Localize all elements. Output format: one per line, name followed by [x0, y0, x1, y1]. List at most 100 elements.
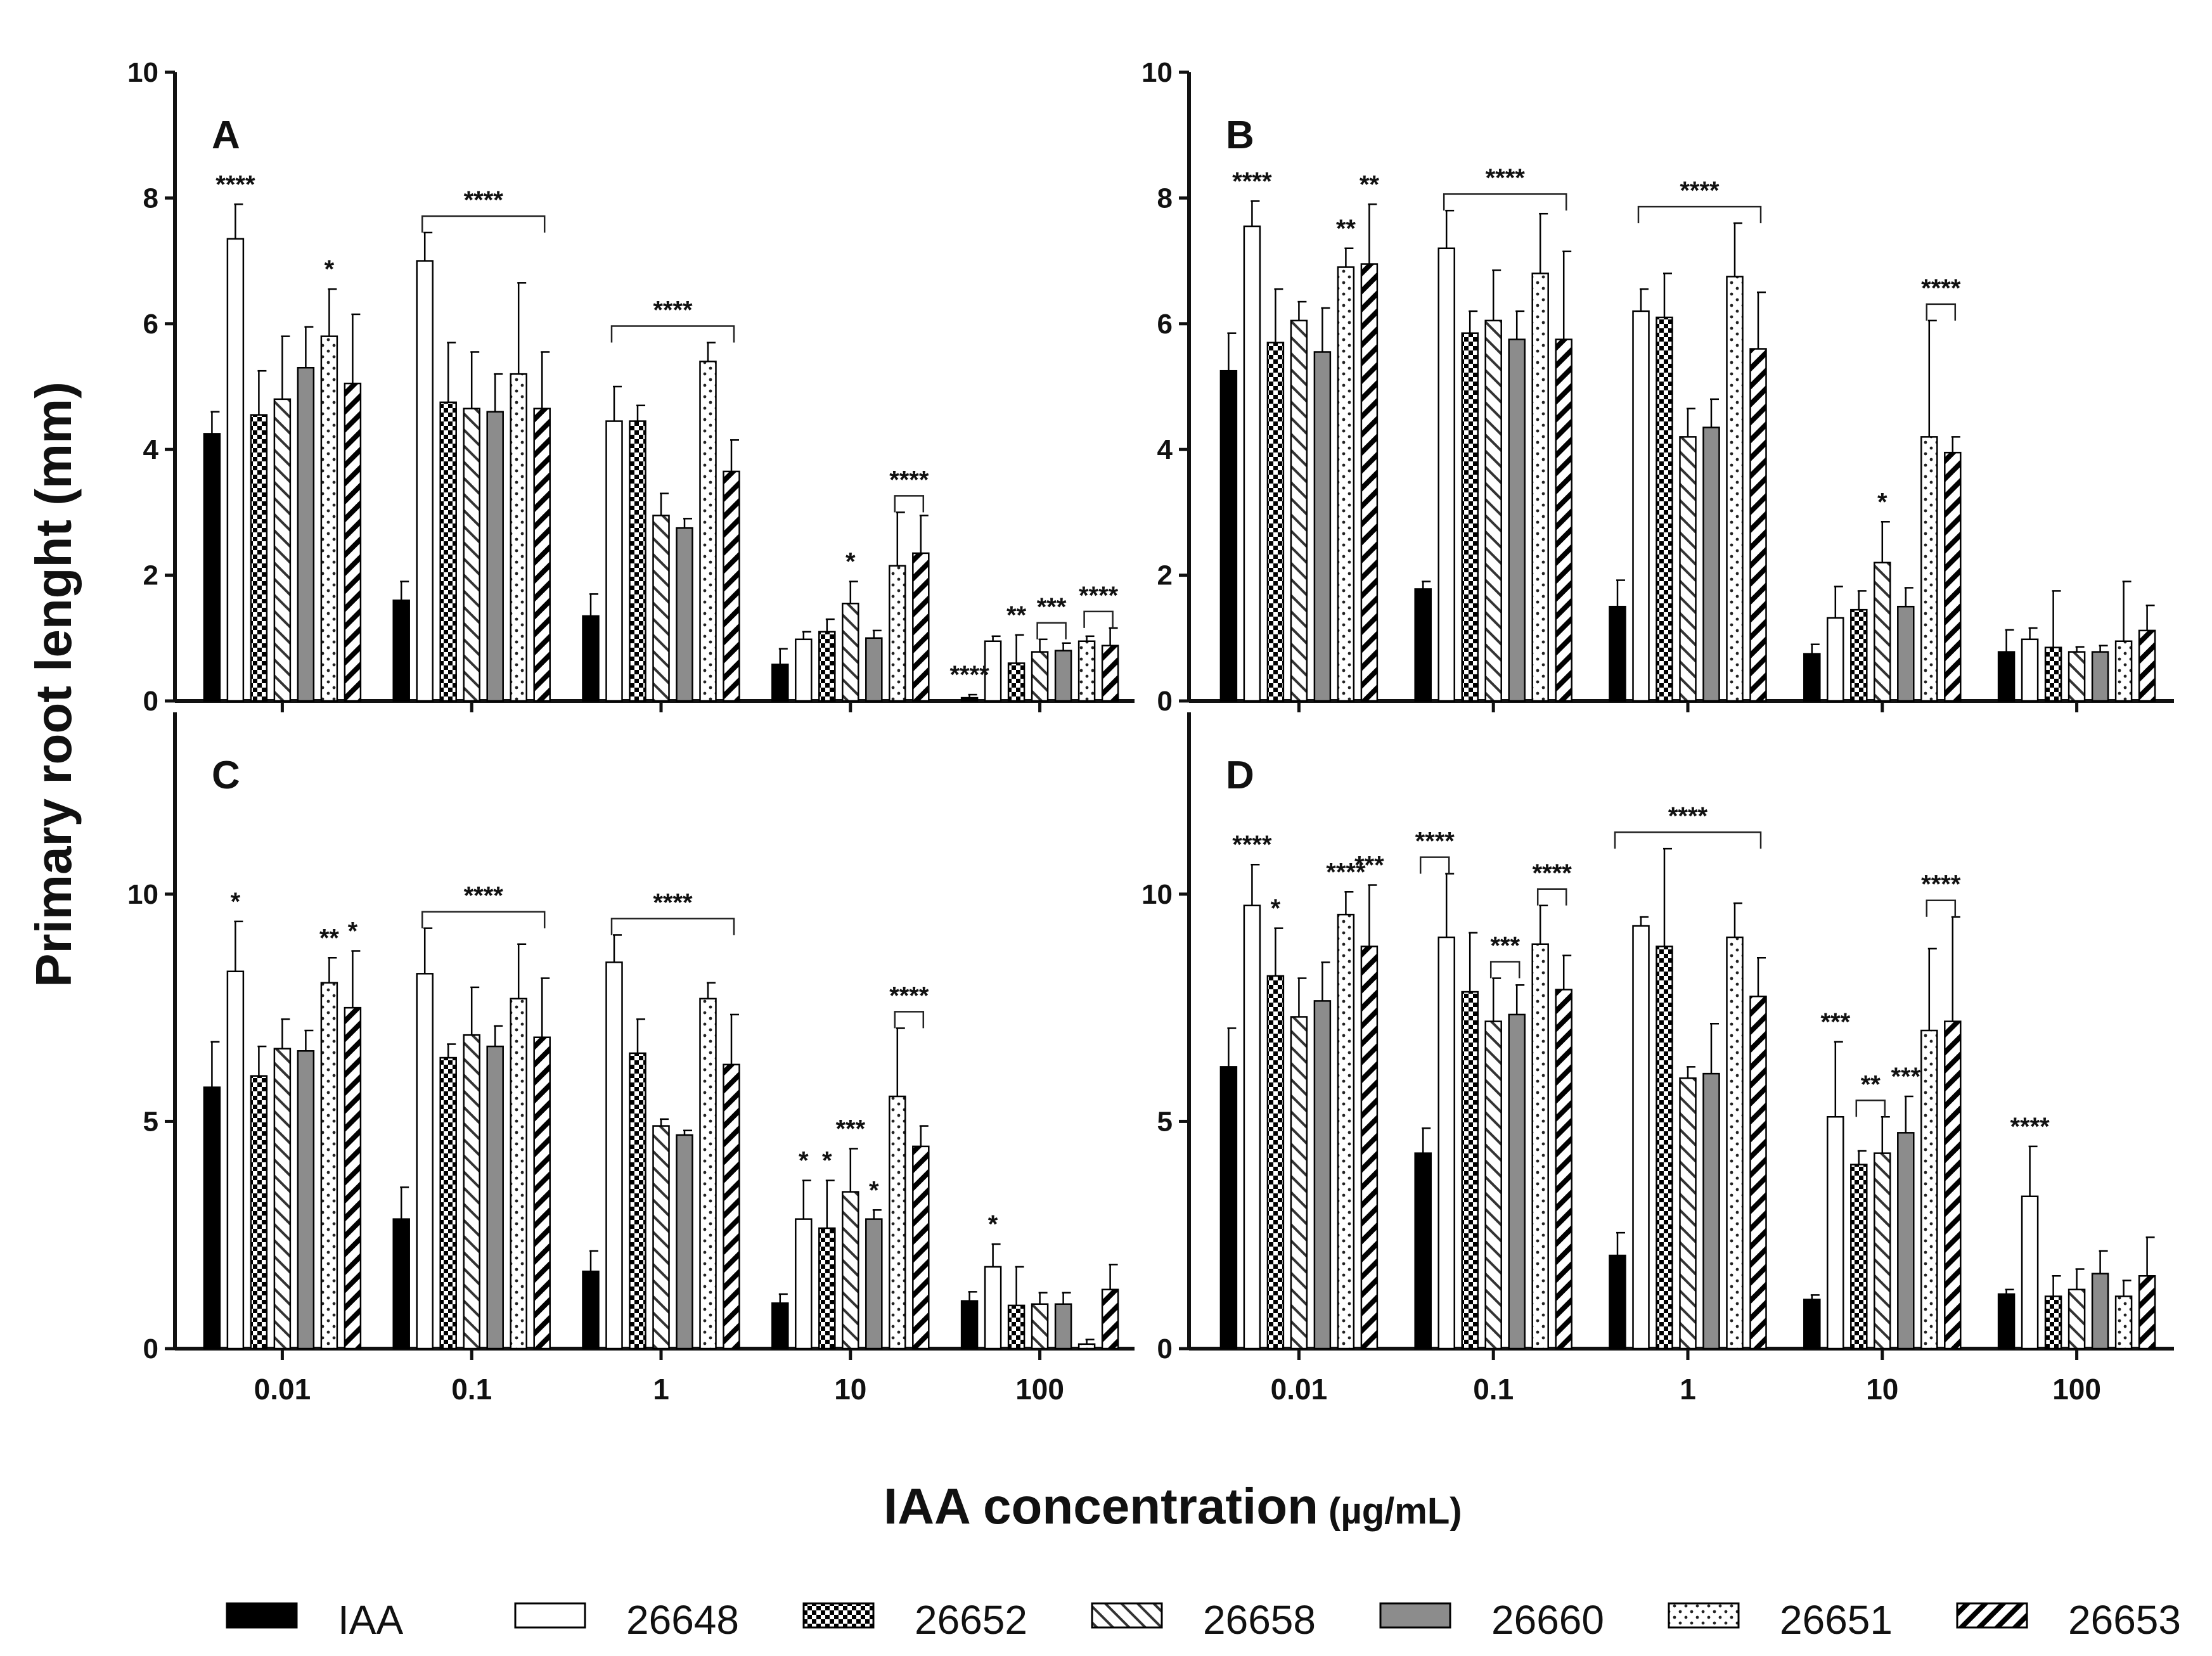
- x-category-label: 100: [2052, 1373, 2101, 1406]
- bar: [297, 366, 315, 702]
- bar: [842, 602, 859, 702]
- significance-label: ****: [1232, 167, 1272, 195]
- legend-label: 26648: [626, 1597, 739, 1643]
- bar: [203, 1086, 221, 1350]
- bar: [392, 600, 410, 702]
- bar: [699, 361, 717, 702]
- bar: [582, 615, 600, 702]
- bar: [2138, 1275, 2156, 1350]
- bar: [1827, 617, 1844, 702]
- bar: [1850, 1164, 1868, 1350]
- bar: [510, 373, 527, 702]
- bar: [2021, 638, 2039, 702]
- x-category-label: 0.1: [451, 1373, 492, 1406]
- bar: [629, 420, 646, 702]
- significance-label: *: [348, 918, 358, 946]
- x-category-label: 1: [1680, 1373, 1696, 1406]
- bar: [818, 1227, 836, 1350]
- bar: [1997, 651, 2016, 702]
- bar: [1897, 605, 1915, 702]
- bar: [1101, 645, 1119, 702]
- bar: [1031, 651, 1049, 702]
- bar: [2044, 646, 2062, 702]
- x-category-label: 0.1: [1473, 1373, 1514, 1406]
- bar: [2114, 1295, 2133, 1350]
- significance-bracket: [1489, 961, 1521, 979]
- bar: [652, 1125, 670, 1350]
- bar: [605, 961, 623, 1350]
- bar: [960, 696, 979, 702]
- significance-bracket: [421, 911, 546, 928]
- bar: [984, 1266, 1002, 1350]
- bar: [1414, 588, 1432, 702]
- bar: [2114, 640, 2133, 702]
- significance-bracket: [1855, 1100, 1886, 1117]
- bar: [676, 527, 693, 702]
- significance-label: ***: [1490, 932, 1520, 960]
- bar: [226, 970, 245, 1350]
- significance-label: *: [1877, 488, 1887, 516]
- bar: [344, 1006, 362, 1350]
- bar: [1077, 640, 1096, 702]
- bar: [1437, 247, 1455, 702]
- bar: [652, 515, 670, 702]
- panel-letter: B: [1226, 113, 1254, 157]
- bar: [1508, 1013, 1526, 1350]
- y-tick-label: 10: [127, 57, 158, 88]
- bar: [439, 1056, 457, 1350]
- bar: [582, 1270, 600, 1350]
- bar: [2044, 1295, 2062, 1350]
- bar: [960, 1300, 979, 1350]
- bar: [1749, 348, 1767, 702]
- bar: [1266, 342, 1285, 702]
- legend-label: 26653: [2068, 1597, 2181, 1643]
- bar: [1484, 319, 1502, 702]
- bar: [1243, 225, 1261, 702]
- bar: [1609, 1254, 1626, 1350]
- panel-letter: A: [212, 113, 240, 157]
- significance-bracket: [1637, 205, 1762, 224]
- bar: [818, 631, 836, 702]
- bar: [1749, 995, 1767, 1350]
- bar: [320, 982, 338, 1350]
- bar: [1997, 1293, 2016, 1350]
- bar: [1632, 310, 1650, 702]
- bar: [865, 637, 883, 702]
- x-axis-title: IAA concentration: [884, 1478, 1318, 1534]
- bar: [1679, 1077, 1697, 1350]
- significance-bracket: [421, 215, 546, 233]
- bar: [1944, 451, 1962, 702]
- bar: [2067, 1288, 2086, 1350]
- significance-label: ****: [1680, 177, 1720, 205]
- y-tick-label: 10: [1141, 57, 1173, 88]
- bar: [1531, 273, 1549, 702]
- bar: [226, 238, 245, 702]
- bar: [1101, 1288, 1119, 1350]
- bar: [912, 1145, 930, 1350]
- bar: [1897, 1132, 1915, 1350]
- bar: [1874, 1152, 1891, 1350]
- significance-bracket: [1419, 856, 1450, 874]
- significance-bracket: [1083, 610, 1114, 628]
- significance-label: ***: [835, 1115, 865, 1143]
- bar: [1702, 427, 1720, 702]
- bar: [297, 1050, 315, 1350]
- bar: [203, 433, 221, 702]
- y-tick-label: 5: [143, 1106, 158, 1137]
- bar: [1726, 276, 1744, 702]
- bar: [1920, 1029, 1938, 1350]
- bar: [510, 998, 527, 1350]
- bar: [320, 335, 338, 702]
- bar: [2067, 651, 2086, 702]
- significance-label: *: [846, 548, 856, 576]
- bar: [676, 1134, 693, 1350]
- significance-label: ****: [1415, 828, 1455, 856]
- bar: [1313, 351, 1332, 702]
- significance-label: ****: [1668, 802, 1708, 830]
- bar: [1656, 316, 1673, 702]
- significance-bracket: [1926, 899, 1957, 917]
- x-category-label: 10: [834, 1373, 866, 1406]
- panel-letter: D: [1226, 754, 1254, 797]
